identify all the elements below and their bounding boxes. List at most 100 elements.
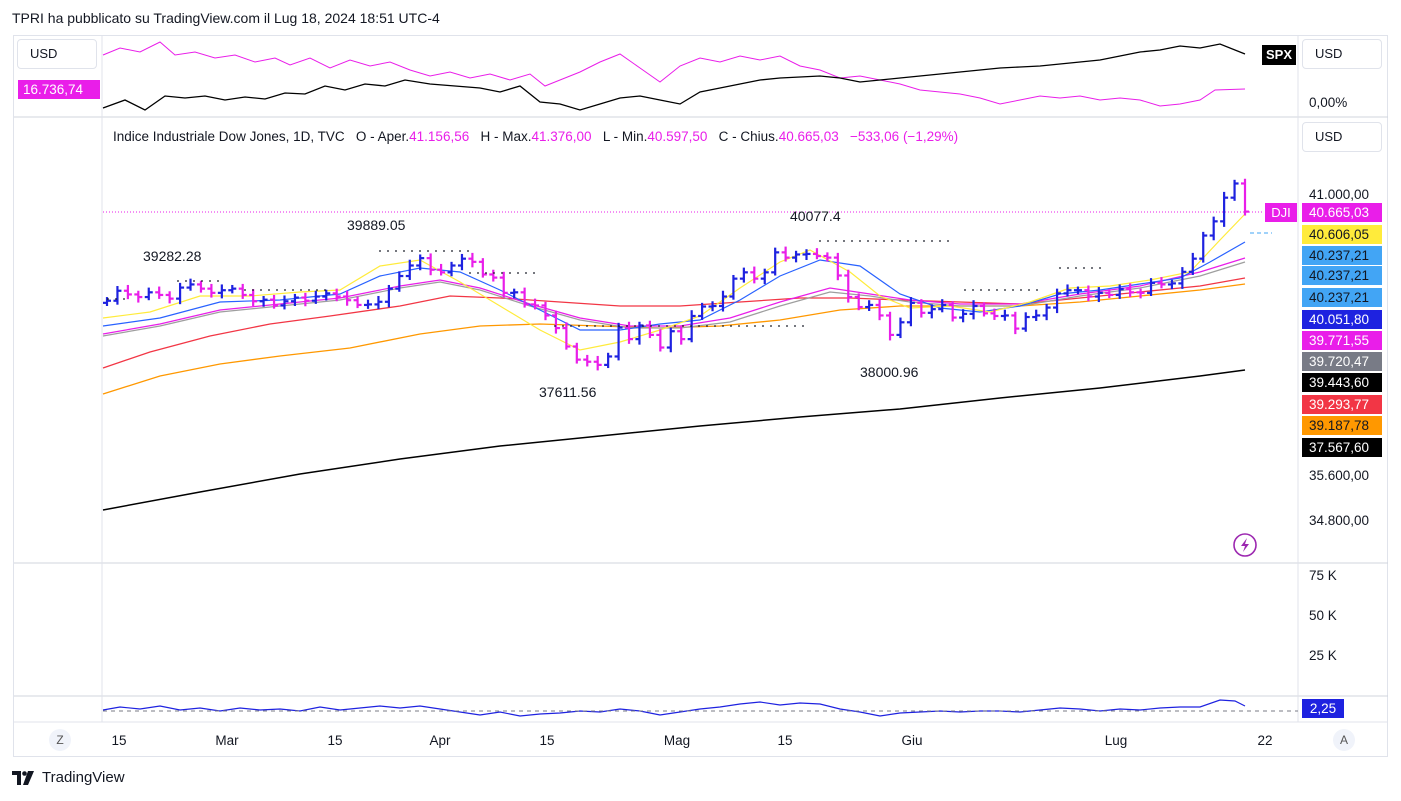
time-tick: 15 bbox=[111, 733, 127, 748]
level-dot bbox=[443, 250, 445, 252]
level-dot bbox=[501, 272, 503, 274]
time-axis-left-button[interactable]: Z bbox=[49, 729, 71, 751]
level-dot bbox=[459, 250, 461, 252]
time-tick: Mag bbox=[663, 733, 691, 748]
level-dot bbox=[284, 289, 286, 291]
level-dot bbox=[477, 272, 479, 274]
level-dot bbox=[875, 240, 877, 242]
level-dot bbox=[411, 250, 413, 252]
level-dot bbox=[469, 272, 471, 274]
chart-legend: Indice Industriale Dow Jones, 1D, TVC O … bbox=[113, 129, 958, 144]
level-dot bbox=[252, 289, 254, 291]
compare-currency-button[interactable]: USD bbox=[17, 39, 97, 69]
price-badge: 39.771,55 bbox=[1302, 331, 1382, 350]
level-dot bbox=[292, 289, 294, 291]
compare-line-percent bbox=[102, 41, 1246, 107]
level-dot bbox=[786, 325, 788, 327]
level-dot bbox=[915, 240, 917, 242]
level-dot bbox=[626, 325, 628, 327]
level-dot bbox=[682, 325, 684, 327]
level-dot bbox=[324, 289, 326, 291]
dji-symbol-tag[interactable]: DJI bbox=[1265, 203, 1297, 222]
lightning-icon[interactable] bbox=[1233, 533, 1257, 557]
level-dot bbox=[706, 325, 708, 327]
level-dot bbox=[947, 240, 949, 242]
price-badge: 37.567,60 bbox=[1302, 438, 1382, 457]
time-tick: 22 bbox=[1257, 733, 1273, 748]
time-tick: Apr bbox=[429, 733, 451, 748]
level-dot bbox=[1012, 289, 1014, 291]
level-dot bbox=[827, 240, 829, 242]
level-dot bbox=[794, 325, 796, 327]
ohlc-bars bbox=[103, 178, 1249, 371]
annotation-label: 39282.28 bbox=[143, 248, 202, 264]
annotation-label: 39889.05 bbox=[347, 217, 406, 233]
level-dot bbox=[770, 325, 772, 327]
level-dot bbox=[714, 325, 716, 327]
level-dot bbox=[467, 250, 469, 252]
level-dot bbox=[972, 289, 974, 291]
level-dot bbox=[533, 272, 535, 274]
level-dot bbox=[602, 325, 604, 327]
level-dot bbox=[939, 240, 941, 242]
level-dot bbox=[867, 240, 869, 242]
level-dot bbox=[883, 240, 885, 242]
ma-line-magenta bbox=[102, 257, 1246, 335]
spx-symbol-badge[interactable]: SPX bbox=[1262, 45, 1296, 65]
level-dot bbox=[1059, 267, 1061, 269]
level-dot bbox=[907, 240, 909, 242]
level-dot bbox=[594, 325, 596, 327]
level-dot bbox=[996, 289, 998, 291]
level-dot bbox=[738, 325, 740, 327]
annotation-label: 37611.56 bbox=[539, 384, 597, 400]
level-dot bbox=[1099, 267, 1101, 269]
compare-currency-button-right[interactable]: USD bbox=[1302, 39, 1382, 69]
level-dot bbox=[923, 240, 925, 242]
level-dot bbox=[123, 298, 125, 300]
level-dot bbox=[658, 325, 660, 327]
legend-high-value: 41.376,00 bbox=[531, 129, 592, 144]
level-dot bbox=[819, 240, 821, 242]
level-dot bbox=[859, 240, 861, 242]
level-dot bbox=[851, 240, 853, 242]
price-badge: 39.293,77 bbox=[1302, 395, 1382, 414]
level-dot bbox=[642, 325, 644, 327]
level-dot bbox=[209, 280, 211, 282]
time-axis-right-button[interactable]: A bbox=[1333, 729, 1355, 751]
legend-low-label: L - Min. bbox=[602, 129, 648, 144]
level-dot bbox=[634, 325, 636, 327]
level-dot bbox=[964, 289, 966, 291]
compare-percent-label: 0,00% bbox=[1309, 95, 1348, 110]
level-dot bbox=[395, 250, 397, 252]
time-tick: 15 bbox=[327, 733, 343, 748]
price-scale-label: 41.000,00 bbox=[1309, 187, 1370, 202]
indicator-line bbox=[102, 699, 1246, 717]
price-badge: 40.051,80 bbox=[1302, 310, 1382, 329]
level-dot bbox=[244, 289, 246, 291]
level-dot bbox=[1075, 267, 1077, 269]
price-badge: 40.237,21 bbox=[1302, 266, 1382, 285]
level-dot bbox=[177, 280, 179, 282]
level-dot bbox=[666, 325, 668, 327]
compare-value-badge: 16.736,74 bbox=[18, 80, 100, 99]
price-scale-label: 34.800,00 bbox=[1309, 513, 1370, 528]
tradingview-logo-text: TradingView bbox=[42, 769, 125, 786]
level-dot bbox=[586, 325, 588, 327]
level-dot bbox=[260, 289, 262, 291]
tradingview-logo[interactable]: TradingView bbox=[12, 769, 125, 786]
main-currency-button[interactable]: USD bbox=[1302, 122, 1382, 152]
level-dot bbox=[517, 272, 519, 274]
level-dot bbox=[778, 325, 780, 327]
level-dot bbox=[899, 240, 901, 242]
level-dot bbox=[387, 250, 389, 252]
level-dot bbox=[931, 240, 933, 242]
volume-scale-label: 50 K bbox=[1309, 608, 1337, 623]
level-dot bbox=[762, 325, 764, 327]
ma-line-blue bbox=[102, 241, 1246, 331]
ma-line-gray bbox=[102, 261, 1246, 337]
price-badge: 40.665,03 bbox=[1302, 203, 1382, 222]
level-dot bbox=[308, 289, 310, 291]
level-dot bbox=[300, 289, 302, 291]
legend-close-label: C - Chius. bbox=[718, 129, 779, 144]
